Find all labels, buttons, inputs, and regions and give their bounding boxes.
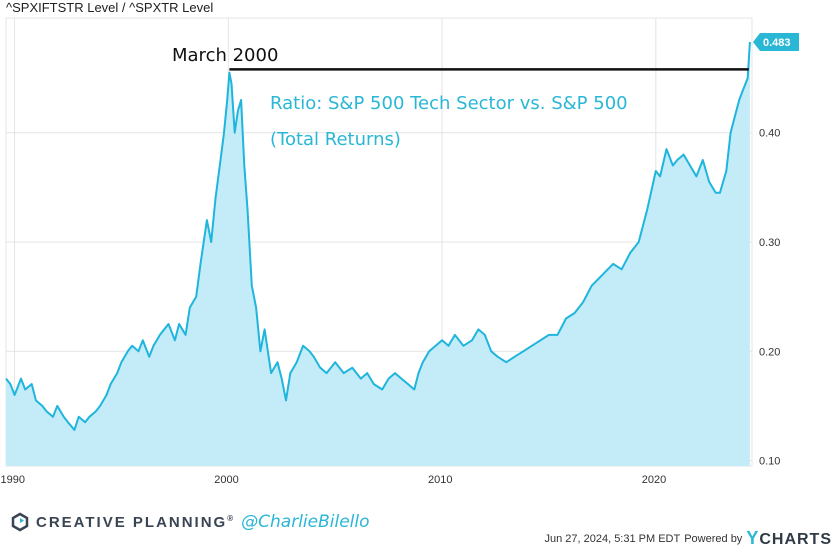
x-tick-label: 1990 (1, 474, 25, 486)
powered-by-text: Powered by (684, 532, 743, 545)
x-tick-label: 2000 (214, 474, 238, 486)
series-line (5, 41, 751, 431)
x-axis-labels: 1990 2000 2010 2020 (1, 474, 667, 486)
chart-title: ^SPXIFTSTR Level / ^SPXTR Level (6, 0, 214, 15)
ratio-annotation-line1: Ratio: S&P 500 Tech Sector vs. S&P 500 (270, 93, 628, 114)
timestamp: Jun 27, 2024, 5:31 PM EDT (544, 532, 681, 545)
y-tick-label: 0.40 (759, 128, 780, 140)
creative-planning-logo-icon (11, 512, 29, 532)
x-tick-label: 2020 (642, 474, 666, 486)
x-tick-label: 2010 (428, 474, 452, 486)
creative-planning-brand: CREATIVE PLANNING® @CharlieBilello (10, 512, 370, 532)
march-2000-annotation: March 2000 (172, 45, 278, 66)
y-tick-label: 0.20 (759, 346, 780, 358)
brand-name: CREATIVE PLANNING® (36, 513, 236, 531)
last-value-badge: 0.483 (753, 33, 799, 52)
y-axis-labels: 0.10 0.20 0.30 0.40 (759, 128, 780, 468)
last-value-label: 0.483 (763, 37, 791, 49)
ycharts-logo[interactable]: YCHARTS (746, 528, 832, 548)
series-area-fill (6, 42, 750, 466)
last-value-badge-shape (753, 33, 799, 52)
ratio-annotation-line2: (Total Returns) (270, 129, 401, 150)
y-tick-label: 0.30 (759, 237, 780, 249)
y-tick-label: 0.10 (759, 456, 780, 468)
twitter-handle[interactable]: @CharlieBilello (241, 512, 370, 532)
footer-attribution: Jun 27, 2024, 5:31 PM EDT Powered by YCH… (544, 528, 832, 549)
